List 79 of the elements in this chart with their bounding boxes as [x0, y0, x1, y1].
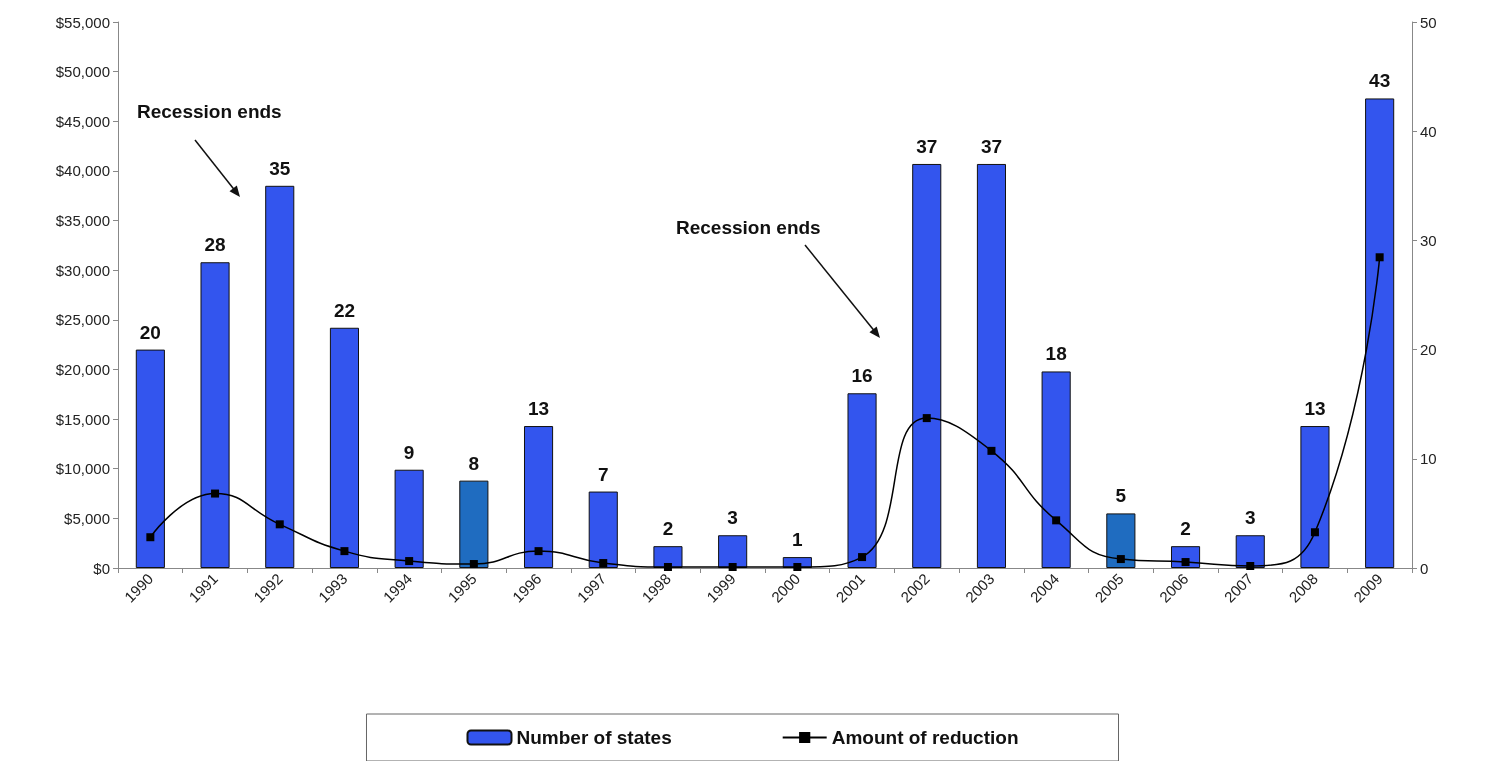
data-label: 28	[204, 234, 226, 256]
data-label: 3	[727, 507, 738, 529]
y-tick-label: $55,000	[55, 13, 110, 31]
data-label: 3	[1244, 507, 1256, 529]
point	[1246, 562, 1255, 571]
legend-label: Amount of reduction	[831, 727, 1019, 748]
annotation: Recession ends	[676, 217, 821, 238]
y-tick-label: $40,000	[55, 162, 110, 180]
point	[858, 553, 867, 562]
point	[922, 414, 931, 423]
data-label: 35	[269, 157, 291, 179]
data-label: 13	[1304, 398, 1326, 420]
bar	[1235, 535, 1265, 568]
y-tick-label: $5,000	[64, 509, 110, 527]
bar	[200, 262, 230, 568]
y2-tick-label: 10	[1420, 450, 1437, 468]
point	[211, 489, 220, 498]
point	[663, 563, 672, 572]
bar	[718, 535, 748, 568]
data-label: 16	[851, 365, 873, 387]
point	[599, 559, 608, 568]
data-label: 9	[403, 441, 415, 463]
data-label: 37	[916, 135, 938, 157]
point	[728, 563, 737, 572]
point	[469, 560, 478, 569]
y-tick-label: $30,000	[55, 261, 110, 279]
point	[1181, 558, 1190, 567]
y2-tick-label: 20	[1420, 341, 1437, 359]
y2-tick-label: 50	[1420, 13, 1437, 31]
data-label: 37	[980, 135, 1003, 157]
data-label: 2	[662, 518, 674, 540]
data-label: 5	[1115, 485, 1127, 507]
point	[405, 557, 414, 566]
y2-tick-label: 30	[1420, 231, 1437, 249]
y-tick-label: $20,000	[55, 360, 110, 378]
bar	[135, 349, 165, 568]
y-tick-label: $15,000	[55, 410, 110, 428]
data-label: 20	[139, 321, 161, 343]
bar	[1300, 426, 1330, 568]
point	[146, 533, 155, 542]
point	[1310, 528, 1319, 537]
data-label: 18	[1045, 343, 1067, 365]
y-tick-label: $25,000	[55, 311, 110, 329]
point	[1375, 253, 1384, 262]
y2-tick-label: 0	[1420, 559, 1429, 577]
bar	[523, 426, 554, 568]
point	[275, 520, 284, 529]
bar	[912, 163, 942, 568]
data-label: 13	[527, 398, 550, 420]
y2-tick-label: 40	[1420, 122, 1437, 140]
point	[534, 547, 543, 556]
data-label: 1	[792, 529, 804, 551]
point	[1116, 555, 1125, 564]
data-label: 7	[597, 463, 609, 485]
bar	[459, 480, 489, 568]
point	[793, 563, 802, 572]
bar	[394, 469, 424, 568]
y-tick-label: $35,000	[55, 212, 110, 230]
bar	[329, 327, 360, 568]
bar	[265, 185, 295, 568]
bar	[976, 163, 1007, 568]
point	[987, 446, 996, 455]
y-tick-label: $0	[93, 559, 110, 577]
y-tick-label: $45,000	[55, 112, 110, 130]
data-label: 43	[1369, 70, 1391, 92]
y-tick-label: $10,000	[55, 460, 110, 478]
data-label: 22	[333, 299, 356, 321]
bar	[1365, 98, 1395, 568]
bar	[588, 491, 618, 568]
point	[340, 547, 349, 556]
bar	[1106, 513, 1136, 568]
y-tick-label: $50,000	[55, 63, 110, 81]
point	[1052, 516, 1061, 525]
legend-label: Number of states	[516, 727, 672, 748]
data-label: 8	[468, 452, 480, 474]
data-label: 2	[1180, 518, 1191, 540]
bar	[847, 393, 877, 568]
annotation: Recession ends	[137, 101, 282, 122]
bar	[1041, 371, 1071, 568]
